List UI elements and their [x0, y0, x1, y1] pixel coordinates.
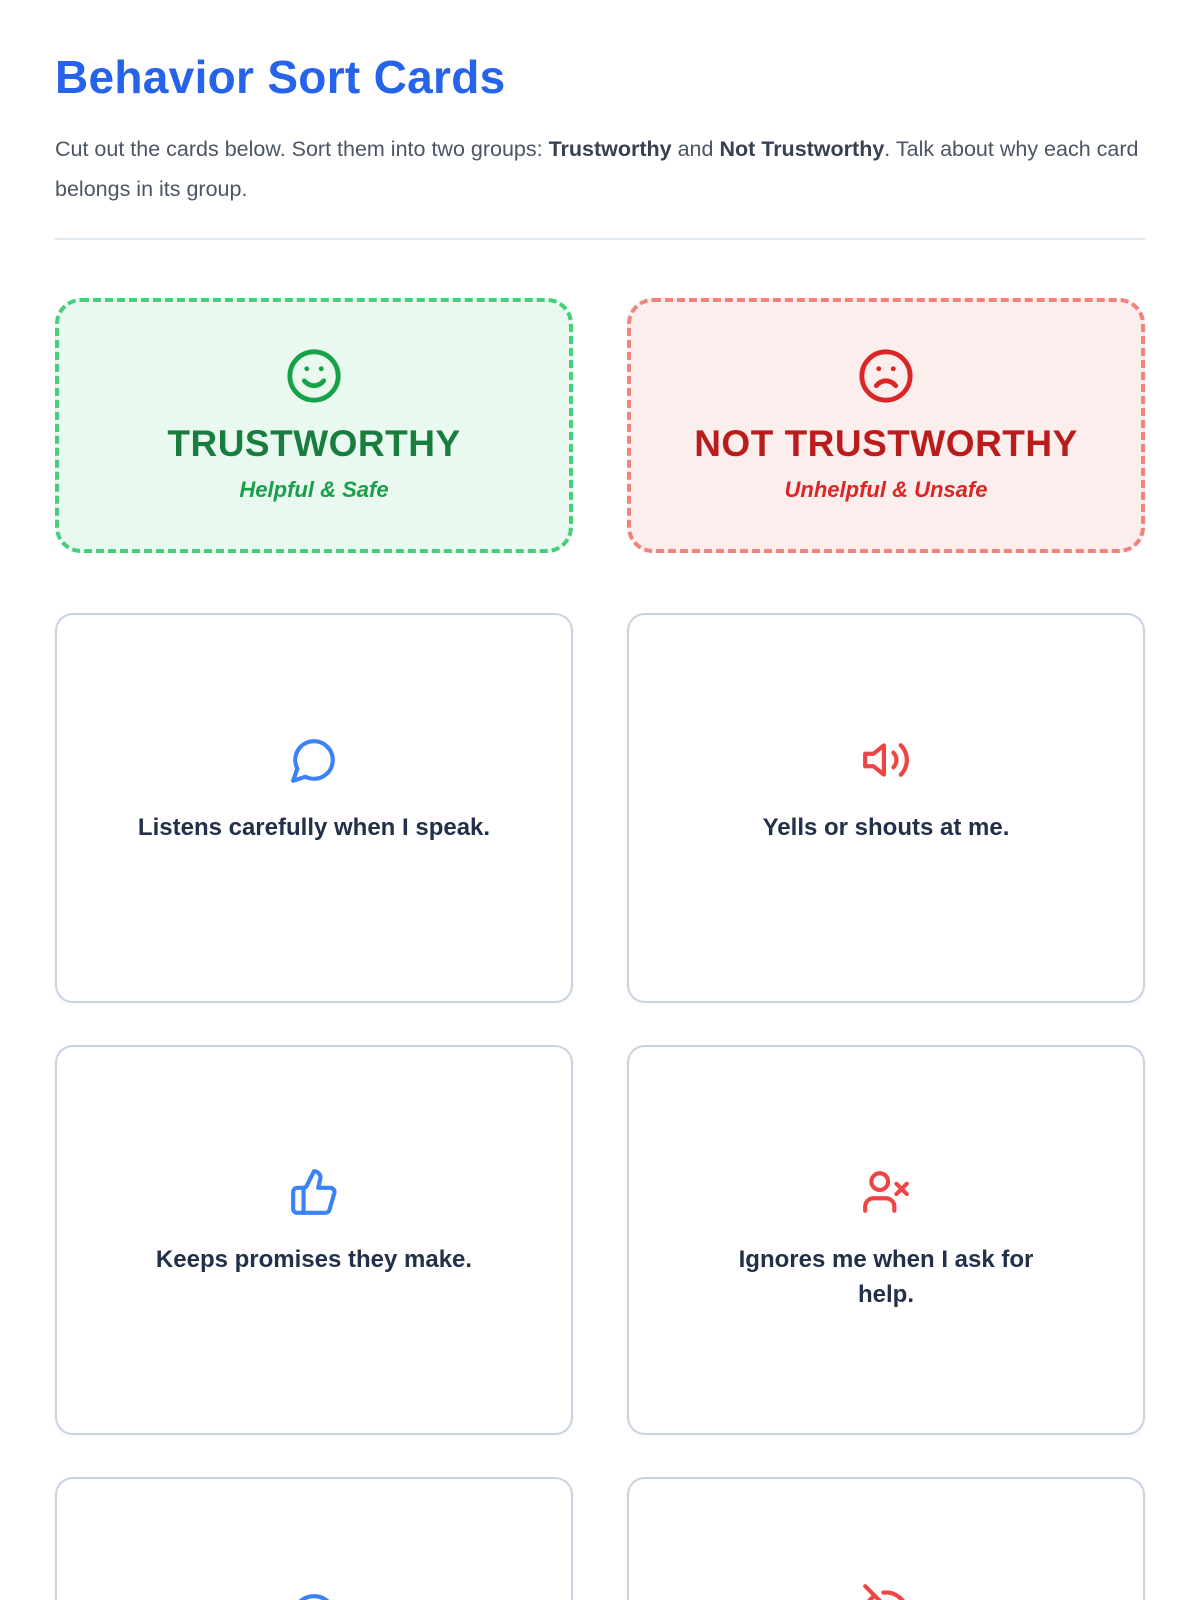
instructions-text: Cut out the cards below. Sort them into …: [55, 130, 1145, 210]
group-card-not-trustworthy: NOT TRUSTWORTHY Unhelpful & Unsafe: [627, 297, 1145, 553]
speaker-loud-icon: [861, 735, 911, 785]
sort-card-content: [247, 1592, 381, 1600]
instructions-and: and: [671, 137, 720, 161]
smile-icon: [285, 347, 343, 405]
sort-card-text: Ignores me when I ask for help.: [738, 1245, 1034, 1308]
group-title-trustworthy: TRUSTWORTHY: [167, 423, 461, 465]
thumbs-up-icon: [289, 1167, 339, 1217]
sort-card: [627, 1476, 1145, 1600]
scissors-icon: [519, 1065, 549, 1095]
scissors-icon: [1091, 633, 1121, 663]
sort-card-content: Keeps promises they make.: [114, 1167, 514, 1313]
sort-card-content: Listens carefully when I speak.: [96, 735, 532, 881]
divider: [55, 237, 1145, 240]
sort-card-text: Yells or shouts at me.: [762, 813, 1010, 841]
sort-card: Ignores me when I ask for help.: [627, 1044, 1145, 1435]
group-card-trustworthy: TRUSTWORTHY Helpful & Safe: [55, 297, 573, 553]
speech-bubble-icon: [289, 735, 339, 785]
sort-card-content: [819, 1582, 953, 1600]
group-subtitle-not-trustworthy: Unhelpful & Unsafe: [784, 477, 988, 503]
group-headers: TRUSTWORTHY Helpful & Safe NOT TRUSTWORT…: [55, 297, 1145, 553]
cards-grid: Listens carefully when I speak. Yells or…: [55, 612, 1145, 1600]
user-x-icon: [861, 1167, 911, 1217]
scissors-icon: [519, 633, 549, 663]
group-subtitle-trustworthy: Helpful & Safe: [239, 477, 389, 503]
instructions-group1: Trustworthy: [548, 137, 672, 161]
eye-off-icon: [861, 1582, 911, 1600]
frown-icon: [857, 347, 915, 405]
sort-card: Yells or shouts at me.: [627, 612, 1145, 1003]
instructions-lead: Cut out the cards below. Sort them into …: [55, 137, 549, 161]
instructions-group2: Not Trustworthy: [719, 137, 885, 161]
sort-card-content: Yells or shouts at me.: [721, 735, 1052, 881]
instructions-tail: . Talk about why each card belongs in it…: [55, 137, 1139, 201]
scissors-icon: [519, 1497, 549, 1527]
circle-icon: [289, 1592, 339, 1600]
page-title: Behavior Sort Cards: [55, 51, 506, 103]
scissors-icon: [1091, 1065, 1121, 1095]
sort-card: Keeps promises they make.: [55, 1044, 573, 1435]
group-title-not-trustworthy: NOT TRUSTWORTHY: [694, 423, 1078, 465]
sort-card: Listens carefully when I speak.: [55, 612, 573, 1003]
sort-card-text: Keeps promises they make.: [155, 1245, 473, 1273]
sort-card-content: Ignores me when I ask for help.: [697, 1167, 1076, 1313]
scissors-icon: [1091, 1497, 1121, 1527]
sort-card-text: Listens carefully when I speak.: [137, 813, 491, 841]
sort-card: [55, 1476, 573, 1600]
